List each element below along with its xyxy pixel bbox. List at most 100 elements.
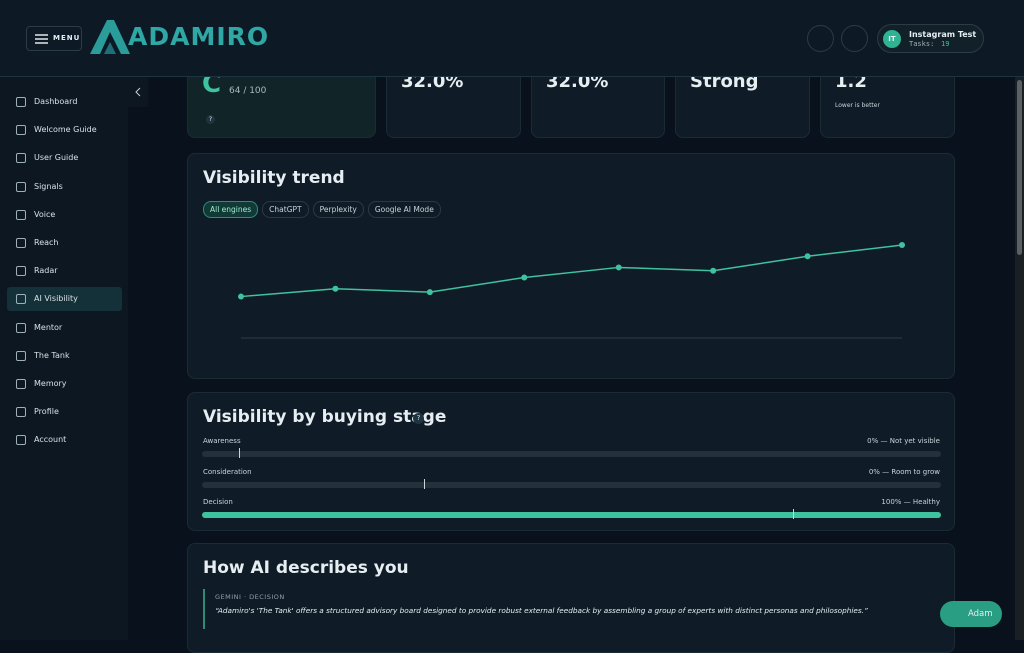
- stage-label: 0% — Room to grow: [868, 467, 940, 476]
- trend-point: [238, 293, 244, 300]
- nav-item[interactable]: Welcome Guide: [7, 118, 122, 142]
- nav-label: Welcome Guide: [34, 125, 97, 135]
- assistant-label: Adam: [968, 609, 993, 619]
- trend-point: [710, 267, 717, 274]
- stage-marker: [423, 478, 425, 489]
- stage-track: [202, 478, 941, 489]
- nav-icon: [16, 266, 26, 277]
- menu-icon: [35, 34, 48, 44]
- stage-marker: [793, 509, 795, 519]
- stage-label: 100% — Healthy: [881, 498, 940, 506]
- quote: GEMINI · DECISION “Adamiro's 'The Tank' …: [203, 589, 943, 629]
- user-menu[interactable]: IT Instagram Test Tasks: 19: [877, 24, 984, 53]
- engine-tab[interactable]: All engines: [203, 201, 259, 218]
- nav-icon: [16, 407, 26, 418]
- ai-description-panel: How AI describes you GEMINI · DECISION “…: [187, 543, 955, 653]
- nav-icon: [16, 350, 26, 361]
- tasks-count: 19: [941, 40, 950, 48]
- assistant-button[interactable]: Adam: [940, 601, 1002, 627]
- nav-item[interactable]: Radar: [7, 259, 122, 283]
- stat-note: Lower is better: [835, 102, 880, 109]
- header: MENU ADAMIRO IT Instagram Test Tasks: 19: [0, 0, 1024, 77]
- nav-label: Signals: [34, 181, 63, 191]
- quote-text: “Adamiro's 'The Tank' offers a structure…: [215, 606, 868, 615]
- user-name: Instagram Test: [909, 30, 977, 39]
- trend-point: [804, 253, 811, 260]
- nav-label: Account: [34, 435, 67, 445]
- nav-label: The Tank: [34, 350, 70, 360]
- nav-item[interactable]: Account: [7, 428, 122, 452]
- trend-panel: Visibility trend All engines ChatGPT Perpl…: [187, 153, 955, 379]
- trend-point: [332, 285, 339, 292]
- nav-label: Profile: [34, 407, 59, 417]
- scroll-thumb[interactable]: [1017, 80, 1022, 255]
- nav-label: AI Visibility: [34, 294, 78, 304]
- stage-label: 0% — Not yet visible: [867, 437, 940, 445]
- nav-icon: [16, 294, 26, 305]
- stage-track: [202, 509, 941, 519]
- nav-icon: [16, 125, 26, 136]
- engine-tabs: All engines ChatGPT Perplexity Google AI Mo…: [203, 197, 445, 218]
- nav-icon: [16, 238, 26, 248]
- nav-label: Dashboard: [34, 97, 78, 106]
- menu-label: MENU: [53, 34, 81, 42]
- engine-tab[interactable]: Google AI Mode: [367, 201, 441, 218]
- nav-icon: [16, 181, 26, 192]
- trend-point: [521, 274, 528, 281]
- engine-tab[interactable]: ChatGPT: [262, 201, 309, 218]
- stage-bar: [202, 512, 941, 518]
- collapse-button[interactable]: [128, 77, 148, 107]
- stage-marker: [238, 448, 240, 458]
- nav-item[interactable]: Memory: [7, 372, 122, 396]
- stage-track: [202, 448, 941, 458]
- nav-label: Reach: [34, 238, 59, 247]
- nav-icon: [16, 209, 26, 220]
- panel-title: Visibility trend: [203, 168, 345, 188]
- nav-label: Memory: [34, 379, 67, 388]
- nav-item[interactable]: Mentor: [7, 316, 122, 340]
- quote-source: GEMINI · DECISION: [215, 593, 285, 601]
- avatar: IT: [883, 30, 901, 48]
- scrollbar[interactable]: [1015, 77, 1024, 640]
- stage-name: Awareness: [203, 437, 241, 445]
- nav-item[interactable]: The Tank: [7, 344, 122, 368]
- notifications-button[interactable]: [807, 25, 834, 52]
- logo-text: ADAMIRO: [128, 22, 270, 51]
- engine-tab[interactable]: Perplexity: [312, 201, 364, 218]
- stage-name: Consideration: [203, 467, 252, 476]
- nav-item[interactable]: AI Visibility: [7, 287, 122, 312]
- nav-item[interactable]: Voice: [7, 203, 122, 227]
- nav-item[interactable]: Signals: [7, 175, 122, 199]
- chevron: [135, 87, 141, 97]
- buying-stage-panel: Visibility by buying stage ? Awareness 0%…: [187, 392, 955, 531]
- trend-line: [240, 244, 903, 298]
- nav-icon: [16, 435, 26, 446]
- logo-mark: [90, 20, 130, 54]
- nav-icon: [16, 153, 26, 164]
- panel-title: Visibility by buying stage: [203, 407, 447, 427]
- nav-label: Radar: [34, 266, 58, 276]
- nav-icon: [16, 97, 26, 107]
- nav-label: Mentor: [34, 322, 63, 332]
- help-icon[interactable]: ?: [413, 413, 424, 424]
- help-icon[interactable]: ?: [206, 115, 215, 124]
- tasks-label: Tasks:: [909, 40, 935, 48]
- trend-point: [426, 289, 433, 296]
- stage-name: Decision: [203, 498, 233, 506]
- score: 64 / 100: [229, 86, 267, 96]
- trend-point: [899, 242, 905, 249]
- nav-icon: [16, 322, 26, 333]
- trend-chart: [238, 242, 905, 339]
- search-button[interactable]: [841, 25, 868, 52]
- nav-label: User Guide: [34, 153, 79, 163]
- nav-item[interactable]: User Guide: [7, 146, 122, 170]
- panel-title: How AI describes you: [203, 558, 409, 578]
- sidebar: Dashboard Welcome Guide User Guide Signals V…: [0, 77, 128, 640]
- nav-item[interactable]: Dashboard: [7, 90, 122, 114]
- nav-icon: [16, 379, 26, 389]
- menu-button[interactable]: MENU: [26, 26, 82, 51]
- nav-item[interactable]: Profile: [7, 400, 122, 424]
- nav-item[interactable]: Reach: [7, 231, 122, 255]
